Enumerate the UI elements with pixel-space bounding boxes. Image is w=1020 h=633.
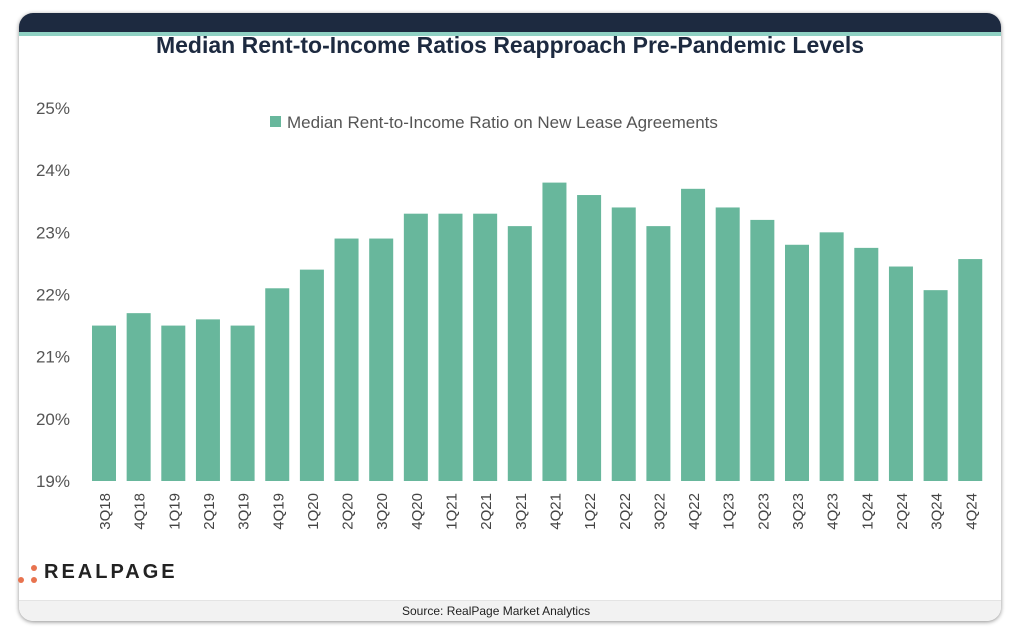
bar-4Q24 xyxy=(958,259,983,481)
x-tick-label: 3Q22 xyxy=(651,493,668,530)
x-tick-label: 4Q22 xyxy=(686,493,703,530)
bar-4Q20 xyxy=(403,213,428,481)
realpage-logo-text: REALPAGE xyxy=(44,561,178,583)
source-note: Source: RealPage Market Analytics xyxy=(402,604,591,618)
y-tick-label: 21% xyxy=(36,348,70,367)
x-tick-label: 2Q24 xyxy=(894,493,911,530)
x-tick-label: 4Q24 xyxy=(963,493,980,530)
bar-2Q24 xyxy=(888,266,913,481)
x-tick-label: 2Q21 xyxy=(478,493,495,530)
x-tick-label: 2Q22 xyxy=(617,493,634,530)
bar-1Q22 xyxy=(577,195,602,482)
x-tick-label: 2Q23 xyxy=(755,493,772,530)
x-tick-label: 1Q22 xyxy=(582,493,599,530)
legend-swatch xyxy=(270,116,281,127)
x-tick-label: 4Q18 xyxy=(132,493,149,530)
x-tick-label: 4Q23 xyxy=(825,493,842,530)
bar-3Q22 xyxy=(646,226,671,481)
y-tick-label: 20% xyxy=(36,410,70,429)
x-tick-label: 1Q21 xyxy=(444,493,461,530)
bar-3Q19 xyxy=(230,325,255,481)
bar-4Q22 xyxy=(681,188,706,482)
x-tick-label: 3Q24 xyxy=(929,493,946,530)
chart-title: Median Rent-to-Income Ratios Reapproach … xyxy=(155,32,865,58)
accent-line xyxy=(19,32,1001,36)
bar-3Q20 xyxy=(369,238,394,481)
x-tick-label: 1Q23 xyxy=(721,493,738,530)
bar-1Q24 xyxy=(854,247,879,481)
bar-1Q19 xyxy=(161,325,186,481)
x-tick-label: 2Q20 xyxy=(340,493,357,530)
x-tick-label: 4Q20 xyxy=(409,493,426,530)
y-tick-label: 25% xyxy=(36,99,70,118)
x-tick-label: 4Q19 xyxy=(270,493,287,530)
bar-2Q20 xyxy=(334,238,359,481)
bar-2Q21 xyxy=(473,213,498,481)
bar-4Q18 xyxy=(126,313,151,481)
x-tick-label: 3Q23 xyxy=(790,493,807,530)
bar-4Q19 xyxy=(265,288,290,481)
bar-3Q18 xyxy=(92,325,116,481)
x-tick-label: 3Q20 xyxy=(374,493,391,530)
bar-3Q23 xyxy=(785,244,809,481)
bar-3Q21 xyxy=(507,226,532,481)
y-tick-label: 19% xyxy=(36,472,70,491)
x-tick-label: 3Q18 xyxy=(97,493,114,530)
footer-bar: Source: RealPage Market Analytics xyxy=(19,600,1001,621)
bar-3Q24 xyxy=(923,290,948,481)
bar-4Q23 xyxy=(819,232,844,481)
bar-1Q21 xyxy=(438,213,463,481)
x-tick-label: 3Q19 xyxy=(236,493,253,530)
x-tick-label: 2Q19 xyxy=(201,493,218,530)
x-tick-label: 1Q24 xyxy=(859,493,876,530)
x-tick-label: 1Q19 xyxy=(166,493,183,530)
x-tick-label: 1Q20 xyxy=(305,493,322,530)
header-bar xyxy=(19,13,1001,32)
bar-2Q23 xyxy=(750,219,775,481)
legend-label: Median Rent-to-Income Ratio on New Lease… xyxy=(287,113,718,132)
x-tick-label: 4Q21 xyxy=(547,493,564,530)
realpage-logo-dots-icon xyxy=(18,565,37,583)
y-tick-label: 23% xyxy=(36,223,70,242)
x-tick-label: 3Q21 xyxy=(513,493,530,530)
bar-4Q21 xyxy=(542,182,567,481)
bar-1Q20 xyxy=(299,269,324,481)
bar-1Q23 xyxy=(715,207,740,481)
bar-2Q22 xyxy=(611,207,636,481)
y-tick-label: 22% xyxy=(36,286,70,305)
y-tick-label: 24% xyxy=(36,161,70,180)
bar-2Q19 xyxy=(195,319,220,481)
